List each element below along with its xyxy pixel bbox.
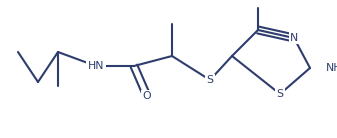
Text: NH₂: NH₂: [326, 63, 337, 73]
Text: S: S: [276, 89, 283, 99]
Text: N: N: [290, 33, 298, 43]
Text: O: O: [143, 91, 151, 101]
Text: HN: HN: [88, 61, 104, 71]
Text: S: S: [207, 75, 214, 85]
